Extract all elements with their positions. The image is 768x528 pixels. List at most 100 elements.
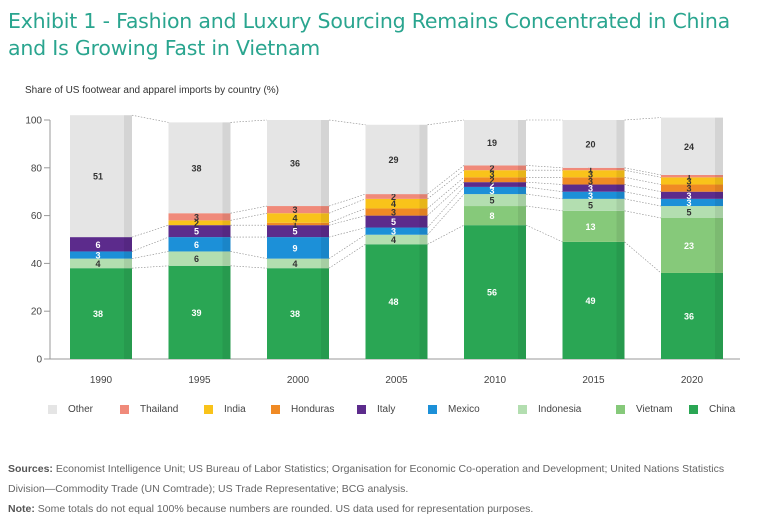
legend-item-thailand: Thailand bbox=[120, 404, 178, 415]
data-label-mexico: 3 bbox=[95, 251, 100, 261]
connector-line bbox=[230, 205, 268, 214]
legend-swatch bbox=[48, 405, 57, 414]
connector-line bbox=[624, 169, 662, 178]
y-tick-label: 100 bbox=[25, 116, 42, 127]
bar-shade-thailand bbox=[715, 174, 723, 178]
data-label-other: 20 bbox=[585, 139, 595, 149]
data-label-india: 3 bbox=[588, 169, 593, 179]
bar-segment-thailand bbox=[464, 165, 526, 171]
legend-item-vietnam: Vietnam bbox=[616, 404, 673, 415]
bar-shade-mexico bbox=[222, 237, 231, 252]
bar-shade-italy bbox=[715, 191, 723, 199]
bar-segment-italy bbox=[562, 184, 625, 192]
bar-segment-indonesia bbox=[267, 258, 329, 269]
bar-shade-indonesia bbox=[518, 194, 526, 207]
bar-segment-china bbox=[365, 244, 428, 359]
legend-label: Other bbox=[68, 404, 94, 415]
connector-line bbox=[131, 251, 169, 259]
bar-segment-indonesia bbox=[168, 251, 231, 266]
legend-label: Vietnam bbox=[636, 404, 673, 415]
bar-segment-thailand bbox=[365, 194, 428, 199]
legend-label: Thailand bbox=[140, 404, 179, 415]
data-label-italy: 2 bbox=[489, 180, 494, 190]
data-label-honduras: 3 bbox=[391, 208, 396, 218]
data-label-indonesia: 5 bbox=[588, 200, 593, 210]
data-label-other: 19 bbox=[487, 138, 497, 148]
bar-shade-honduras bbox=[321, 222, 329, 226]
connector-line bbox=[328, 234, 366, 259]
sources-line: Sources: Economist Intelligence Unit; US… bbox=[8, 459, 760, 499]
data-label-other: 24 bbox=[684, 142, 694, 152]
data-label-china: 38 bbox=[290, 309, 300, 319]
bar-shade-china bbox=[321, 268, 329, 359]
legend-label: Honduras bbox=[291, 404, 335, 415]
bar-shade-mexico bbox=[321, 237, 329, 259]
bar-shade-other bbox=[715, 117, 723, 175]
bar-shade-honduras bbox=[419, 208, 428, 216]
bar-shade-indonesia bbox=[715, 206, 723, 218]
sources-text: Economist Intelligence Unit; US Bureau o… bbox=[8, 463, 725, 495]
data-label-china: 49 bbox=[585, 296, 595, 306]
legend-label: Mexico bbox=[448, 404, 480, 415]
bar-shade-china bbox=[222, 265, 231, 359]
bar-segment-indonesia bbox=[464, 194, 526, 207]
data-label-thailand: 2 bbox=[489, 163, 494, 173]
data-label-indonesia: 4 bbox=[391, 235, 396, 245]
bar-shade-vietnam bbox=[616, 210, 625, 242]
bar-segment-mexico bbox=[365, 227, 428, 235]
connector-line bbox=[328, 119, 366, 126]
bar-segment-honduras bbox=[267, 222, 329, 226]
bar-segment-honduras bbox=[562, 177, 625, 185]
bar-shade-china bbox=[518, 225, 526, 359]
data-label-other: 38 bbox=[191, 163, 201, 173]
legend-label: Italy bbox=[377, 404, 396, 415]
legend-swatch bbox=[428, 405, 437, 414]
bar-segment-mexico bbox=[661, 198, 723, 207]
connector-line bbox=[230, 212, 268, 221]
data-label-india: 3 bbox=[686, 176, 691, 186]
bar-segment-honduras bbox=[464, 177, 526, 183]
x-tick-label: 1995 bbox=[188, 375, 211, 386]
bar-shade-other bbox=[321, 120, 329, 207]
bar-segment-indonesia bbox=[70, 258, 132, 269]
legend-swatch bbox=[616, 405, 625, 414]
legend-swatch bbox=[689, 405, 698, 414]
legend-item-honduras: Honduras bbox=[271, 404, 334, 415]
chart-title: Exhibit 1 - Fashion and Luxury Sourcing … bbox=[8, 9, 730, 60]
connector-line bbox=[427, 169, 465, 200]
connector-line bbox=[427, 186, 465, 228]
data-label-thailand: 1 bbox=[686, 172, 691, 182]
bar-segment-vietnam bbox=[661, 217, 723, 273]
connector-line bbox=[624, 241, 662, 274]
data-label-italy: 5 bbox=[292, 227, 297, 237]
data-label-honduras: 3 bbox=[588, 176, 593, 186]
connector-line bbox=[230, 119, 268, 123]
legend-swatch bbox=[120, 405, 129, 414]
data-label-china: 38 bbox=[93, 309, 103, 319]
connector-line bbox=[328, 208, 366, 224]
connector-line bbox=[328, 227, 366, 238]
connector-line bbox=[525, 205, 563, 212]
bar-segment-thailand bbox=[168, 213, 231, 221]
legend-swatch bbox=[271, 405, 280, 414]
bar-shade-italy bbox=[222, 225, 231, 238]
legend-swatch bbox=[357, 405, 366, 414]
y-tick-label: 60 bbox=[31, 211, 43, 222]
bar-segment-thailand bbox=[562, 167, 625, 171]
bar-shade-other bbox=[222, 122, 231, 214]
bar-shade-other bbox=[616, 120, 625, 168]
bar-segment-china bbox=[168, 265, 231, 359]
bar-shade-indonesia bbox=[616, 198, 625, 211]
bar-segment-italy bbox=[464, 182, 526, 187]
data-label-honduras: 1 bbox=[292, 219, 297, 229]
bar-segment-india bbox=[464, 170, 526, 178]
y-tick-label: 40 bbox=[31, 259, 43, 270]
data-label-mexico: 3 bbox=[588, 191, 593, 201]
bar-segment-italy bbox=[267, 225, 329, 238]
connector-line bbox=[427, 119, 465, 126]
bar-shade-vietnam bbox=[715, 217, 723, 273]
bar-shade-china bbox=[419, 244, 428, 359]
data-label-china: 48 bbox=[388, 297, 398, 307]
data-label-vietnam: 8 bbox=[489, 211, 494, 221]
legend-item-india: India bbox=[204, 404, 246, 415]
